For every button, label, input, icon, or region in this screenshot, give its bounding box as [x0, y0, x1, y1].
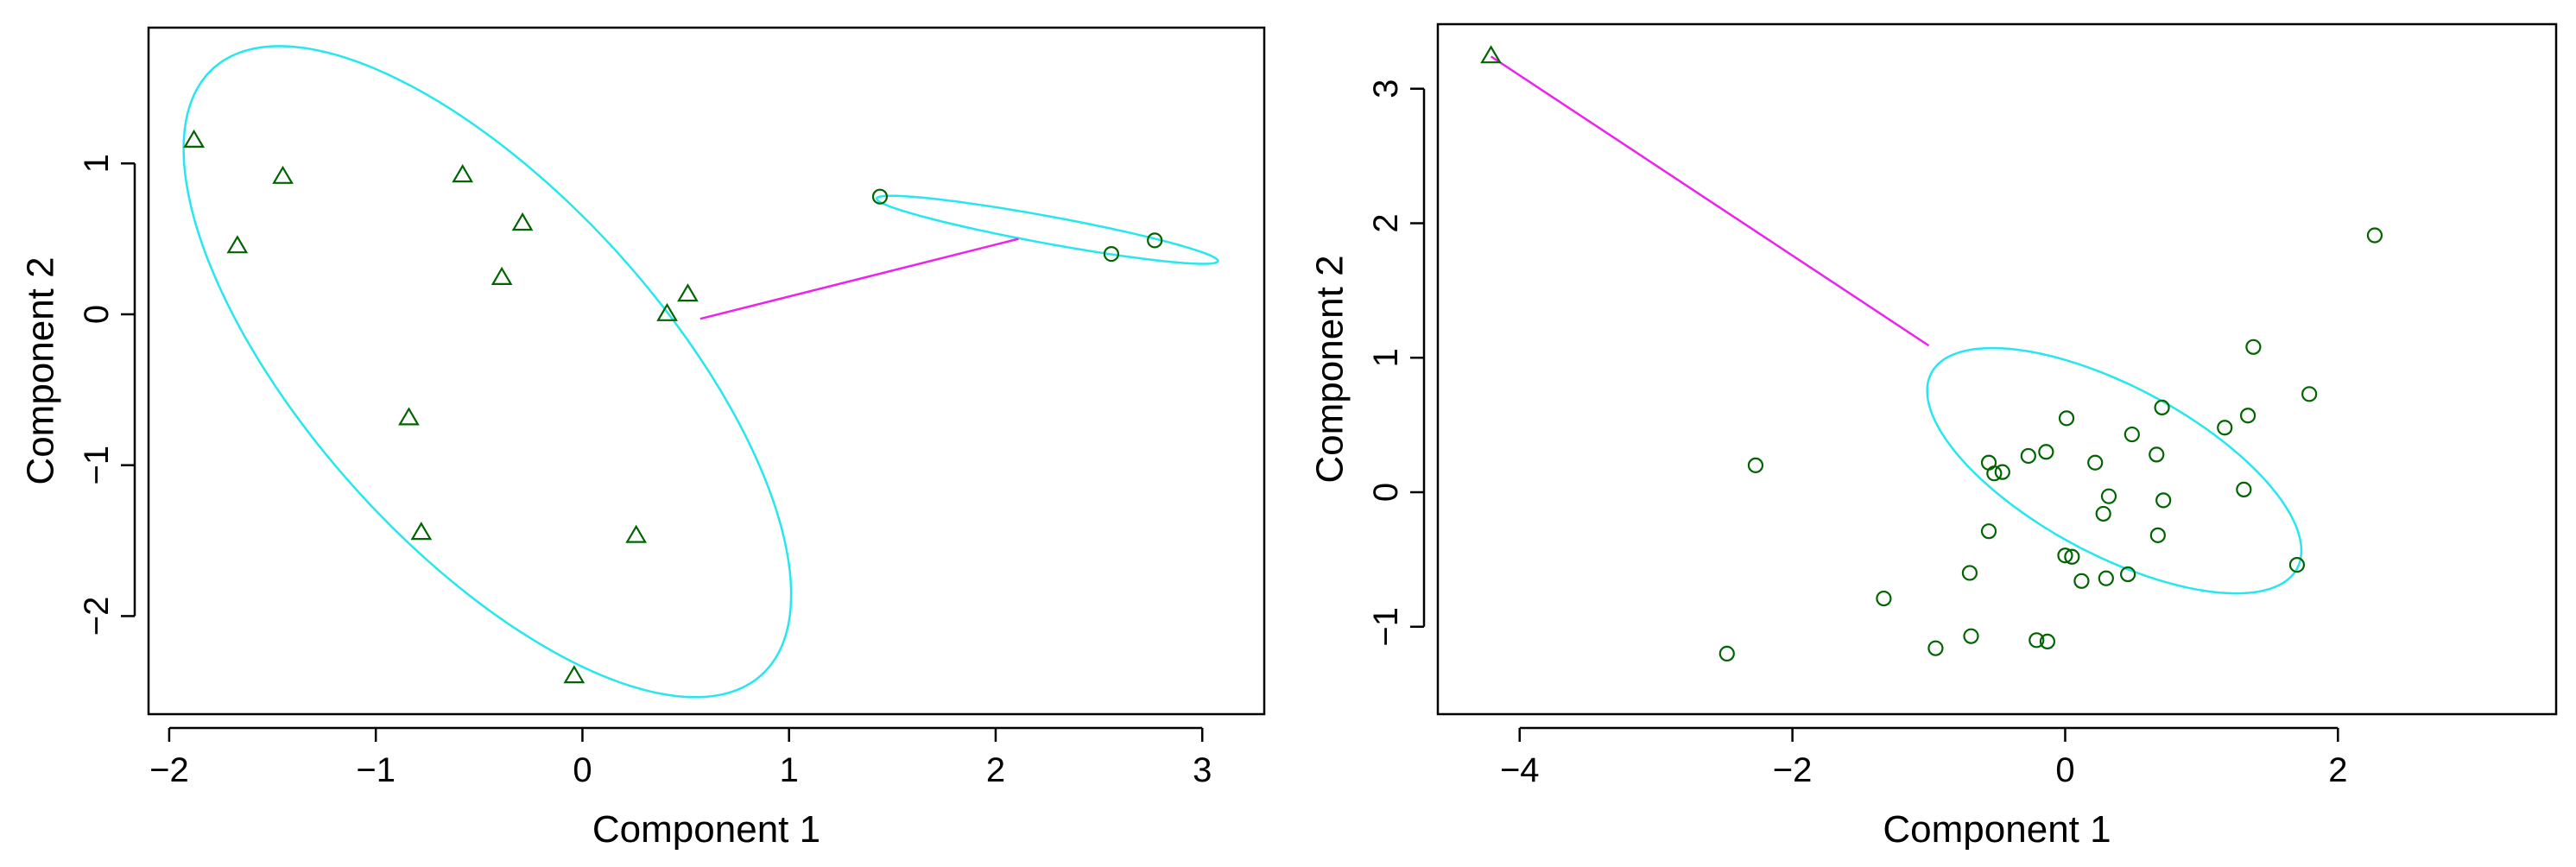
circle-point: [2366, 227, 2383, 244]
triangle-point: [410, 522, 433, 541]
circle-point: [2301, 386, 2318, 402]
circle-point: [2149, 446, 2165, 463]
y-tick-label: 1: [78, 154, 116, 173]
circle-point: [2057, 547, 2073, 564]
x-tick-label: −4: [1500, 751, 1540, 789]
x-axis-title: Component 1: [1883, 808, 2111, 851]
x-axis-title: Component 1: [592, 808, 820, 851]
triangle-point: [656, 302, 678, 321]
circle-point: [2154, 399, 2170, 415]
cluster-connector-line: [699, 237, 1019, 320]
y-tick-label: −1: [1367, 607, 1405, 647]
cluster-plot-left: −2 −1 0 1 2 3 −2 −1 0 1 Component 1 Component 2: [20, 26, 1266, 851]
triangle-point: [452, 164, 474, 183]
x-tick-label: 2: [2328, 751, 2347, 789]
y-axis-title: Component 2: [1309, 255, 1351, 483]
y-tick-label: 1: [1367, 348, 1405, 367]
circle-point: [2087, 454, 2104, 471]
circle-point: [1927, 640, 1944, 656]
circle-point: [1961, 565, 1978, 581]
data-points: [183, 129, 1163, 684]
circle-point: [2245, 339, 2262, 355]
circle-point: [2120, 566, 2136, 583]
y-tick-label: 2: [1367, 213, 1405, 232]
cluster-ellipse: [182, 45, 793, 699]
circle-point: [2064, 548, 2080, 565]
cluster-ellipses: [1926, 346, 2303, 595]
y-tick-label: 0: [1367, 483, 1405, 502]
circle-point: [1747, 457, 1764, 473]
cluster-connectors: [1490, 55, 1930, 347]
plot-frame: [147, 26, 1266, 716]
triangle-point: [272, 165, 294, 184]
circle-point: [2058, 410, 2075, 427]
cluster-ellipse: [1926, 346, 2303, 595]
circle-point: [1876, 590, 1892, 607]
circle-point: [1986, 465, 2003, 482]
circle-point: [1963, 628, 1979, 644]
triangle-point: [398, 407, 420, 426]
triangle-point: [491, 266, 513, 285]
cluster-connector-line: [1490, 55, 1930, 347]
x-tick-label: 0: [2055, 751, 2074, 789]
circle-point: [2029, 632, 2045, 649]
cluster-ellipse: [875, 194, 1219, 265]
y-axis: −2 −1 0 1: [78, 154, 136, 636]
x-tick-label: 1: [780, 751, 799, 789]
circle-point: [1147, 232, 1163, 249]
circle-point: [2239, 408, 2256, 424]
circle-point: [2236, 481, 2252, 497]
cluster-connectors: [699, 237, 1019, 320]
y-tick-label: −1: [78, 446, 116, 485]
x-tick-label: 0: [573, 751, 592, 789]
circle-point: [1103, 245, 1120, 263]
y-tick-label: 3: [1367, 79, 1405, 98]
circle-point: [2123, 426, 2140, 443]
x-tick-label: −2: [1773, 751, 1813, 789]
y-tick-label: 0: [78, 305, 116, 324]
circle-point: [2098, 570, 2114, 586]
triangle-point: [625, 524, 648, 543]
data-points: [1480, 45, 2383, 662]
x-axis: −2 −1 0 1 2 3: [149, 726, 1212, 789]
x-axis: −4 −2 0 2: [1500, 726, 2347, 789]
triangle-point: [226, 235, 249, 254]
circle-point: [2217, 420, 2233, 436]
y-tick-label: −2: [78, 597, 116, 636]
circle-point: [2095, 505, 2111, 522]
circle-point: [2288, 557, 2306, 573]
cluster-ellipses: [182, 45, 1219, 699]
circle-point: [2149, 527, 2166, 543]
circle-point: [871, 188, 889, 205]
circle-point: [2100, 488, 2117, 504]
plot-frame: [1436, 22, 2558, 716]
circle-point: [2038, 444, 2054, 460]
x-tick-label: 3: [1193, 751, 1212, 789]
circle-point: [2039, 633, 2056, 649]
x-tick-label: 2: [986, 751, 1005, 789]
circle-point: [1718, 645, 1735, 662]
circle-point: [1994, 464, 2010, 480]
triangle-point: [183, 129, 206, 148]
triangle-point: [511, 212, 534, 231]
cluster-plot-right: −4 −2 0 2 −1 0 1 2 3 Component 1 Component 2: [1309, 22, 2558, 851]
y-axis-title: Component 2: [20, 256, 62, 484]
y-axis: −1 0 1 2 3: [1367, 79, 1426, 647]
triangle-point: [677, 283, 699, 302]
x-tick-label: −1: [356, 751, 396, 789]
triangle-point: [563, 665, 585, 684]
circle-point: [2155, 492, 2172, 509]
circle-point: [1980, 523, 1997, 540]
circle-point: [2020, 447, 2036, 465]
triangle-point: [1480, 45, 1502, 64]
x-tick-label: −2: [149, 751, 189, 789]
circle-point: [2073, 573, 2090, 589]
